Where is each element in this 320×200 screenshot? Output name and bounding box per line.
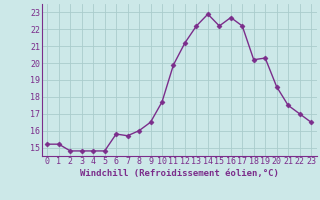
X-axis label: Windchill (Refroidissement éolien,°C): Windchill (Refroidissement éolien,°C)	[80, 169, 279, 178]
